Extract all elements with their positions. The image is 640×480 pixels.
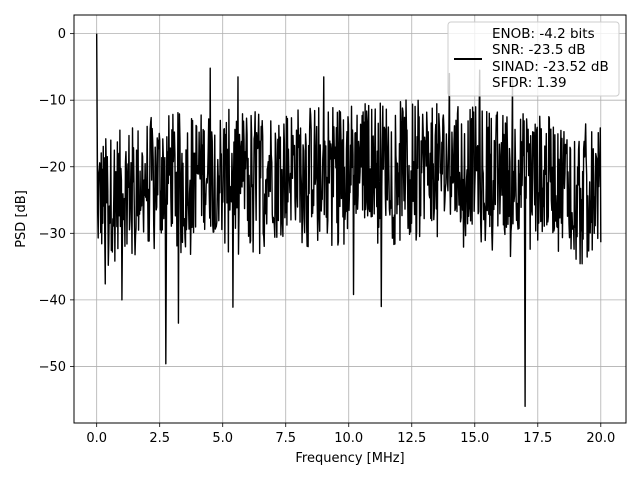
legend-entry-snr: SNR: -23.5 dB — [492, 42, 586, 58]
legend-entry-sinad: SINAD: -23.52 dB — [492, 59, 609, 75]
x-tick-label: 5.0 — [212, 431, 233, 446]
x-tick-label: 12.5 — [397, 431, 426, 446]
x-tick-label: 15.0 — [460, 431, 489, 446]
series-layer — [95, 33, 602, 408]
x-tick-label: 7.5 — [275, 431, 296, 446]
plot-frame — [73, 14, 627, 424]
legend-box — [447, 21, 620, 97]
series-line — [95, 33, 602, 408]
x-tick-label: 2.5 — [149, 431, 170, 446]
x-axis-label: Frequency [MHz] — [295, 451, 404, 466]
legend: ENOB: -4.2 bits SNR: -23.5 dB SINAD: -23… — [447, 21, 620, 97]
x-tick-label: 10.0 — [334, 431, 363, 446]
y-axis-label: PSD [dB] — [14, 190, 29, 248]
y-tick-label: −20 — [39, 160, 66, 175]
x-tick-label: 0.0 — [86, 431, 107, 446]
axis-ticks: 0.0 2.5 5.0 7.5 10.0 12.5 15.0 17.5 20.0 0 −10 −20 −… — [39, 27, 616, 446]
y-tick-label: −50 — [39, 360, 66, 375]
legend-entry-enob: ENOB: -4.2 bits — [492, 26, 595, 42]
x-tick-label: 20.0 — [586, 431, 615, 446]
legend-entry-sfdr: SFDR: 1.39 — [492, 75, 567, 91]
y-tick-label: −30 — [39, 227, 66, 242]
x-tick-label: 17.5 — [523, 431, 552, 446]
y-tick-label: −10 — [39, 94, 66, 109]
y-tick-label: 0 — [58, 27, 66, 42]
y-tick-label: −40 — [39, 293, 66, 308]
